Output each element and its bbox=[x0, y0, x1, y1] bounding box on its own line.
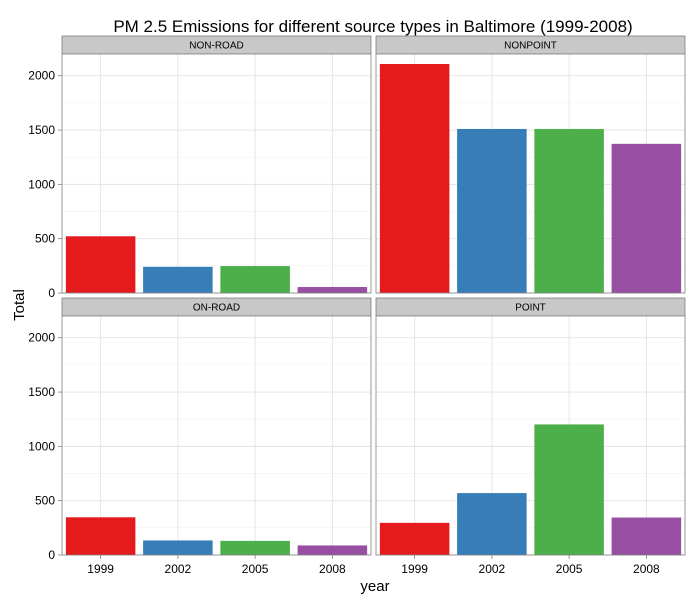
facet-panel-nonpoint: NONPOINT bbox=[375, 35, 686, 294]
bar-nonpoint-1999 bbox=[379, 63, 450, 294]
panel-border-on-road bbox=[61, 315, 372, 556]
x-tick-label: 2008 bbox=[319, 562, 346, 576]
y-tick-label: 2000 bbox=[28, 69, 55, 83]
panel-border-point bbox=[375, 315, 686, 556]
panel-border-non-road bbox=[61, 53, 372, 294]
bar-on-road-1999 bbox=[65, 517, 136, 555]
y-axis-title: Total bbox=[11, 289, 28, 321]
bar-on-road-2005 bbox=[220, 540, 290, 555]
plot-background-on-road bbox=[62, 316, 371, 555]
y-tick-label: 500 bbox=[35, 232, 55, 246]
facet-label-nonpoint: NONPOINT bbox=[504, 41, 557, 52]
x-tick-label: 2005 bbox=[556, 562, 583, 576]
facet-label-on-road: ON-ROAD bbox=[193, 303, 240, 314]
y-tick-label: 1500 bbox=[28, 385, 55, 399]
plot-background-point bbox=[376, 316, 685, 555]
bar-point-2008 bbox=[611, 517, 682, 555]
bar-non-road-2002 bbox=[143, 266, 213, 293]
facet-panel-on-road: ON-ROAD 0 500 1000 1500 2000 1999 2002 2005 2008 bbox=[28, 297, 372, 576]
bar-point-2005 bbox=[534, 424, 604, 555]
x-tick-label: 2005 bbox=[242, 562, 269, 576]
y-tick-label: 1500 bbox=[28, 123, 55, 137]
bar-nonpoint-2002 bbox=[457, 128, 527, 293]
y-tick-label: 1000 bbox=[28, 177, 55, 191]
y-tick-label: 1000 bbox=[28, 439, 55, 453]
y-tick-label: 500 bbox=[35, 494, 55, 508]
bar-point-2002 bbox=[457, 493, 527, 555]
bar-point-1999 bbox=[379, 522, 450, 555]
x-tick-label: 1999 bbox=[87, 562, 114, 576]
chart-title: PM 2.5 Emissions for different source ty… bbox=[113, 17, 632, 36]
facet-panel-point: POINT 1999 2002 2005 2008 bbox=[375, 297, 686, 576]
bar-non-road-1999 bbox=[65, 236, 136, 293]
x-tick-label: 2002 bbox=[479, 562, 506, 576]
x-tick-label: 1999 bbox=[401, 562, 428, 576]
x-tick-label: 2002 bbox=[165, 562, 192, 576]
bar-on-road-2002 bbox=[143, 540, 213, 555]
bar-nonpoint-2008 bbox=[611, 143, 682, 293]
bar-non-road-2008 bbox=[297, 287, 368, 293]
x-axis-title: year bbox=[360, 578, 389, 595]
facet-label-point: POINT bbox=[515, 303, 546, 314]
panel-border-nonpoint bbox=[375, 53, 686, 294]
y-tick-label: 2000 bbox=[28, 331, 55, 345]
x-tick-label: 2008 bbox=[633, 562, 660, 576]
facet-panels: NON-ROAD 0 500 1000 1500 2000 NONPOINT ON-ROAD 0… bbox=[28, 35, 686, 576]
y-tick-label: 0 bbox=[48, 548, 55, 562]
bar-nonpoint-2005 bbox=[534, 128, 604, 293]
facet-panel-non-road: NON-ROAD 0 500 1000 1500 2000 bbox=[28, 35, 372, 300]
bar-non-road-2005 bbox=[220, 266, 290, 293]
y-tick-label: 0 bbox=[48, 286, 55, 300]
facet-label-non-road: NON-ROAD bbox=[189, 41, 243, 52]
bar-on-road-2008 bbox=[297, 545, 368, 555]
